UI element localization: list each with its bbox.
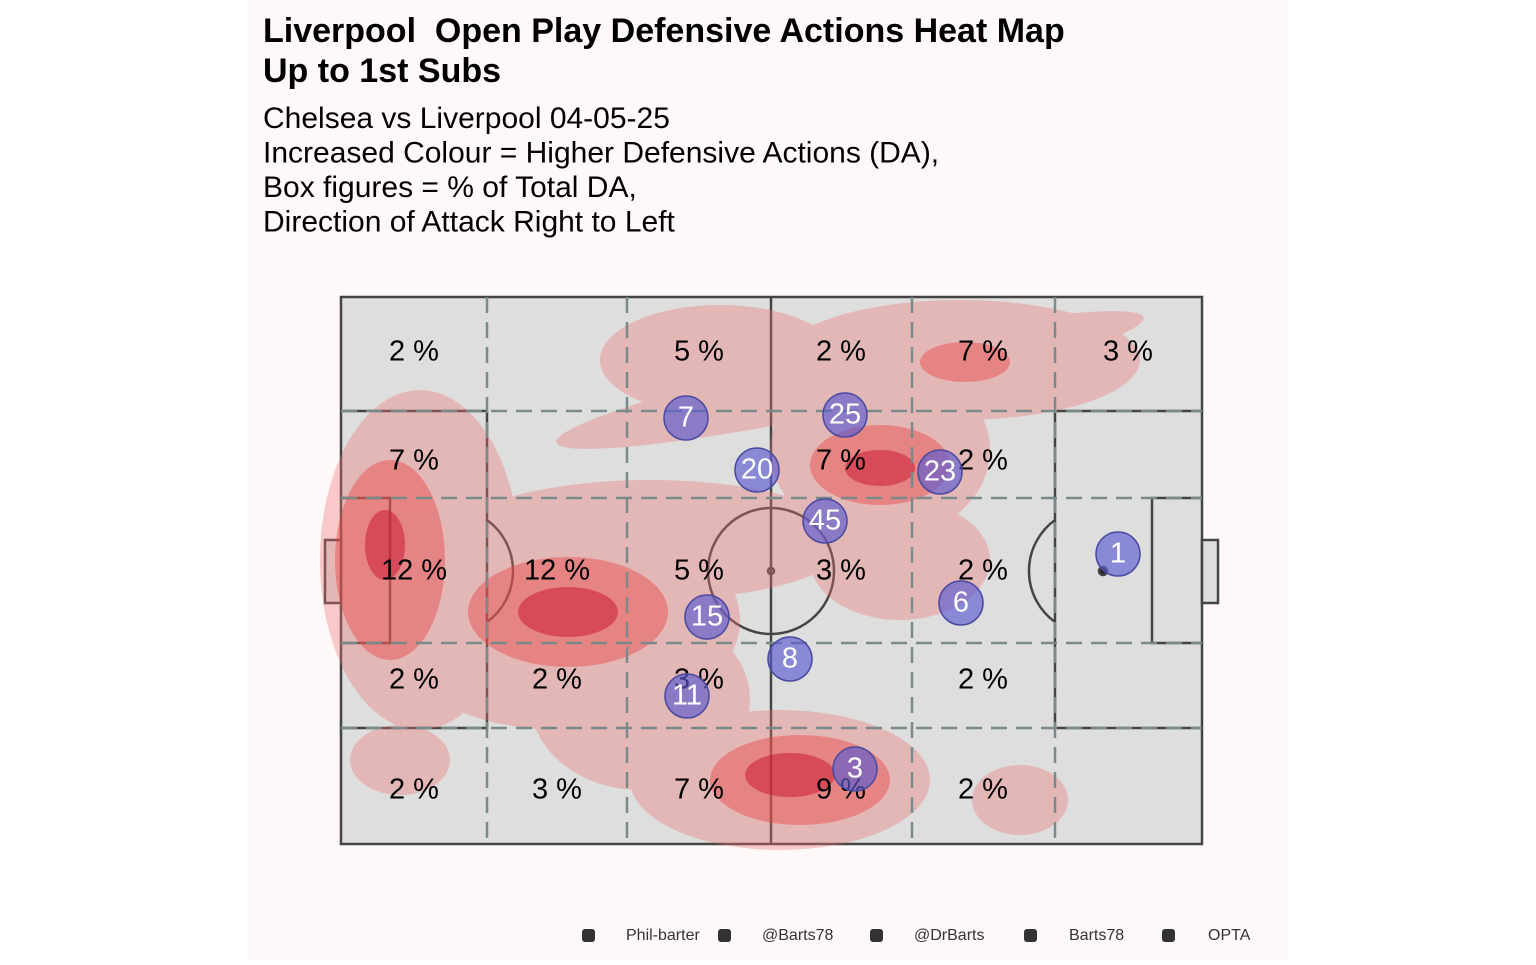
footer-icon	[1024, 929, 1037, 942]
player-marker	[1095, 531, 1141, 577]
footer-text: @Barts78	[762, 927, 833, 944]
player-marker	[767, 636, 813, 682]
zone-label: 2 %	[532, 664, 582, 696]
zone-label: 5 %	[674, 555, 724, 587]
chart-subtitle: Increased Colour = Higher Defensive Acti…	[263, 137, 939, 170]
zone-label: 3 %	[1103, 336, 1153, 368]
player-marker	[832, 746, 878, 792]
chart-subtitle: Direction of Attack Right to Left	[263, 206, 676, 239]
player-marker	[684, 594, 730, 640]
player-number: 25	[829, 399, 861, 431]
chart-title: Up to 1st Subs	[263, 52, 501, 90]
zone-label: 2 %	[389, 774, 439, 806]
footer-text: Barts78	[1069, 927, 1124, 944]
chart-subtitle: Box figures = % of Total DA,	[263, 171, 637, 204]
player-number: 6	[953, 587, 969, 619]
zone-label: 5 %	[674, 336, 724, 368]
player-number: 1	[1110, 538, 1126, 570]
zone-label: 7 %	[816, 445, 866, 477]
player-number: 8	[782, 643, 798, 675]
chart-subtitle: Chelsea vs Liverpool 04-05-25	[263, 102, 670, 135]
footer-text: @DrBarts	[914, 927, 984, 944]
player-number: 11	[672, 680, 702, 712]
zone-label: 12 %	[524, 555, 590, 587]
zone-label: 2 %	[958, 664, 1008, 696]
chart-title: Liverpool Open Play Defensive Actions He…	[263, 12, 1065, 50]
zone-label: 3 %	[532, 774, 582, 806]
player-marker	[734, 447, 780, 493]
player-number: 23	[924, 456, 956, 488]
player-marker	[938, 580, 984, 626]
zone-label: 2 %	[389, 664, 439, 696]
player-marker	[822, 392, 868, 438]
zone-label: 7 %	[674, 774, 724, 806]
player-marker	[917, 449, 963, 495]
zone-label: 7 %	[958, 336, 1008, 368]
zone-label: 12 %	[381, 555, 447, 587]
zone-label: 2 %	[958, 445, 1008, 477]
zone-lines	[341, 297, 1202, 844]
zone-label: 2 %	[958, 774, 1008, 806]
zone-label: 7 %	[389, 445, 439, 477]
pitch	[323, 295, 1220, 846]
footer-text: Phil-barter	[626, 927, 700, 944]
player-number: 20	[741, 454, 773, 486]
footer-icon	[870, 929, 883, 942]
player-number: 3	[847, 753, 863, 785]
zone-label: 2 %	[816, 336, 866, 368]
player-marker	[664, 673, 710, 719]
footer-text: OPTA	[1208, 927, 1251, 944]
player-marker	[663, 395, 709, 441]
player-number: 7	[678, 402, 694, 434]
footer-icon	[582, 929, 595, 942]
footer-icon	[718, 929, 731, 942]
heat	[320, 300, 1144, 850]
zone-label: 3 %	[816, 555, 866, 587]
player-number: 15	[691, 601, 723, 633]
player-marker	[802, 498, 848, 544]
player-number: 45	[809, 505, 841, 537]
footer-icon	[1162, 929, 1175, 942]
zone-label: 2 %	[389, 336, 439, 368]
